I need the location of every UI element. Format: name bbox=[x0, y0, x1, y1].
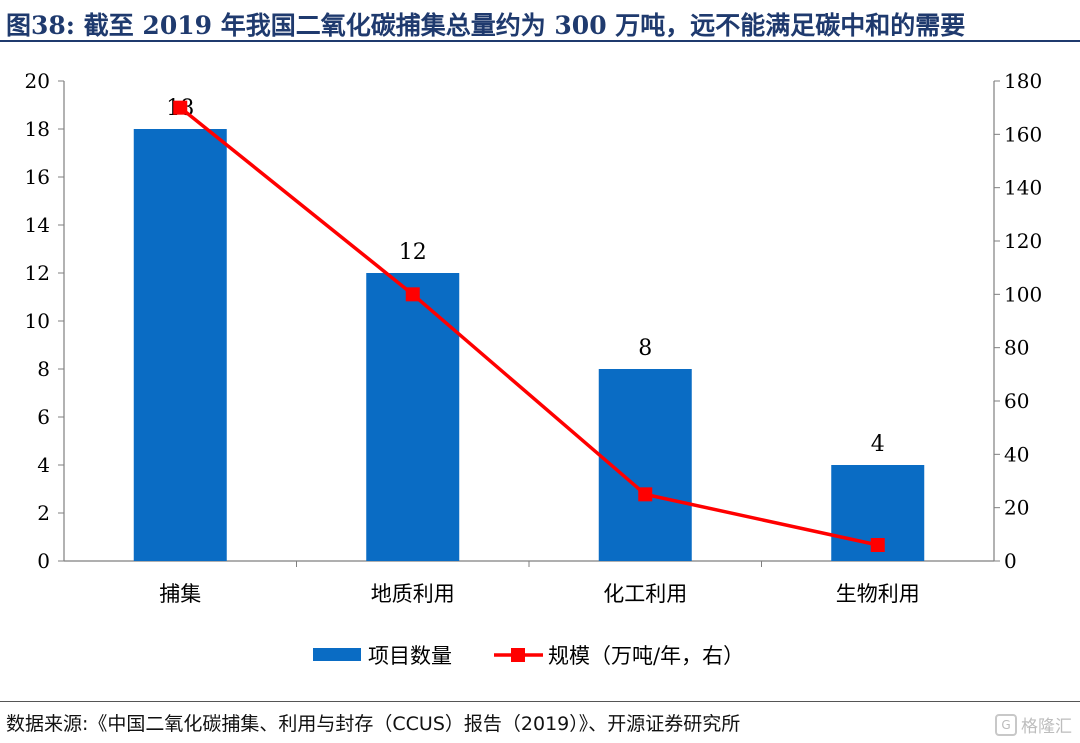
y-left-tick-label: 20 bbox=[25, 69, 50, 93]
y-right-tick-label: 40 bbox=[1004, 442, 1029, 466]
chart-area: 0 2 4 6 8 10 12 14 16 18 20 0 20 40 60 80 100 120 140 160 18… bbox=[0, 48, 1080, 690]
y-right-tick-label: 180 bbox=[1004, 69, 1042, 93]
y-left-tick-label: 12 bbox=[25, 261, 50, 285]
y-right-tick-label: 160 bbox=[1004, 122, 1042, 146]
legend-bar-label: 项目数量 bbox=[368, 644, 452, 668]
line-point-marker bbox=[173, 100, 188, 115]
bar-data-label: 4 bbox=[871, 432, 885, 457]
y-left-tick-label: 18 bbox=[25, 117, 50, 141]
y-left-tick-label: 10 bbox=[25, 309, 50, 333]
watermark: G 格隆汇 bbox=[995, 712, 1072, 737]
x-tick-label: 地质利用 bbox=[371, 582, 455, 606]
line-point-marker bbox=[638, 487, 653, 502]
footer-divider bbox=[0, 701, 1080, 702]
y-left-tick-label: 14 bbox=[25, 213, 50, 237]
y-left-tick-label: 6 bbox=[37, 405, 50, 429]
y-right-tick-label: 80 bbox=[1004, 336, 1029, 360]
source-note: 数据来源:《中国二氧化碳捕集、利用与封存（CCUS）报告（2019）》、开源证券… bbox=[6, 713, 741, 735]
bar bbox=[598, 369, 692, 561]
watermark-text: 格隆汇 bbox=[1021, 717, 1072, 737]
y-left-tick-label: 16 bbox=[25, 165, 50, 189]
line-series bbox=[179, 106, 879, 547]
x-tick-label: 化工利用 bbox=[603, 582, 687, 606]
line-layer bbox=[173, 100, 885, 552]
bars-layer: 181284 bbox=[133, 96, 925, 561]
x-tick-label: 捕集 bbox=[159, 582, 201, 606]
combo-chart: 0 2 4 6 8 10 12 14 16 18 20 0 20 40 60 80 100 120 140 160 18… bbox=[25, 69, 1043, 668]
title-underline bbox=[0, 40, 1080, 42]
axes-layer: 0 2 4 6 8 10 12 14 16 18 20 0 20 40 60 80 100 120 140 160 18… bbox=[25, 69, 1043, 606]
y-right-tick-label: 20 bbox=[1004, 496, 1029, 520]
title-bar: 图38: 截至 2019 年我国二氧化碳捕集总量约为 300 万吨，远不能满足碳… bbox=[0, 0, 1080, 44]
bar bbox=[366, 273, 460, 561]
legend-line-marker bbox=[511, 648, 525, 662]
y-left-tick-label: 4 bbox=[37, 453, 50, 477]
y-right-tick-label: 60 bbox=[1004, 389, 1029, 413]
line-point-marker bbox=[405, 287, 420, 302]
bar-data-label: 12 bbox=[399, 240, 427, 265]
x-tick-label: 生物利用 bbox=[836, 582, 920, 606]
chart-title: 图38: 截至 2019 年我国二氧化碳捕集总量约为 300 万吨，远不能满足碳… bbox=[6, 11, 966, 40]
legend-line-label: 规模（万吨/年，右） bbox=[548, 644, 744, 668]
y-right-tick-label: 100 bbox=[1004, 282, 1042, 306]
y-left-tick-label: 8 bbox=[37, 357, 50, 381]
watermark-logo-icon: G bbox=[995, 713, 1017, 736]
y-right-tick-label: 120 bbox=[1004, 229, 1042, 253]
y-left-tick-label: 2 bbox=[37, 501, 50, 525]
y-left-tick-label: 0 bbox=[37, 549, 50, 573]
y-right-tick-label: 140 bbox=[1004, 176, 1042, 200]
legend: 项目数量 规模（万吨/年，右） bbox=[313, 644, 744, 668]
y-right-tick-label: 0 bbox=[1004, 549, 1017, 573]
bar bbox=[133, 129, 227, 561]
legend-bar-swatch bbox=[313, 648, 361, 661]
bar-data-label: 8 bbox=[638, 336, 652, 361]
line-point-marker bbox=[870, 538, 885, 552]
